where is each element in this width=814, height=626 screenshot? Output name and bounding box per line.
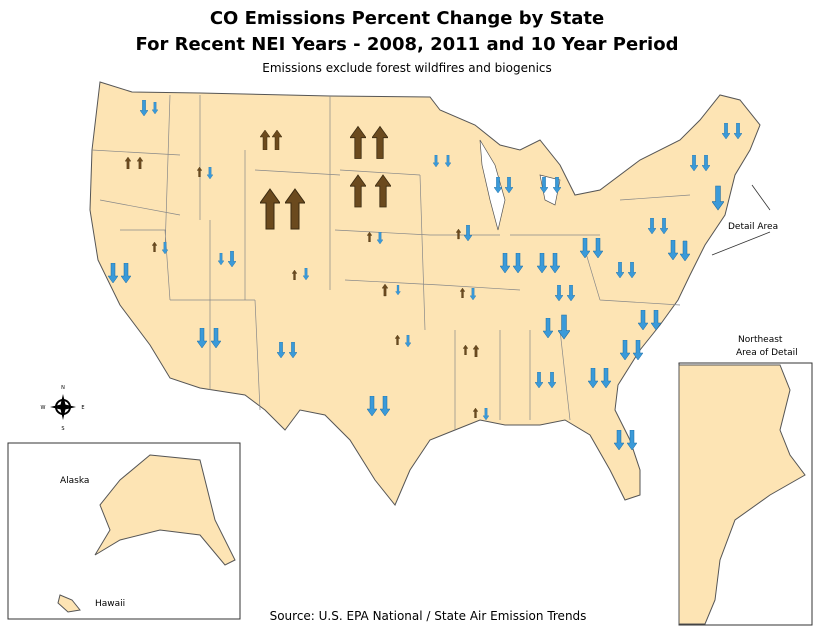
title-line-1: CO Emissions Percent Change by State <box>210 8 604 29</box>
compass-n: N <box>61 385 65 391</box>
compass: N E S W <box>41 385 85 432</box>
northeast-outline <box>678 364 806 625</box>
compass-e: E <box>81 405 84 411</box>
hawaii-label: Hawaii <box>95 599 125 609</box>
hawaii-outline <box>57 594 81 613</box>
lake <box>479 139 506 231</box>
northeast-label: Area of Detail <box>736 348 798 358</box>
us-outline <box>89 81 761 506</box>
northeast-label: Northeast <box>738 335 783 345</box>
state-borders <box>91 94 691 430</box>
alaska-label: Alaska <box>60 476 89 486</box>
subtitle: Emissions exclude forest wildfires and b… <box>262 61 552 75</box>
leader-line <box>711 231 771 256</box>
title-line-2: For Recent NEI Years - 2008, 2011 and 10… <box>136 34 679 55</box>
compass-w: W <box>41 405 46 411</box>
detail-area-label: Detail Area <box>728 222 778 232</box>
alaska-outline <box>94 454 236 566</box>
compass-s: S <box>61 426 64 432</box>
leader-line <box>751 184 771 211</box>
source: Source: U.S. EPA National / State Air Em… <box>270 609 587 623</box>
